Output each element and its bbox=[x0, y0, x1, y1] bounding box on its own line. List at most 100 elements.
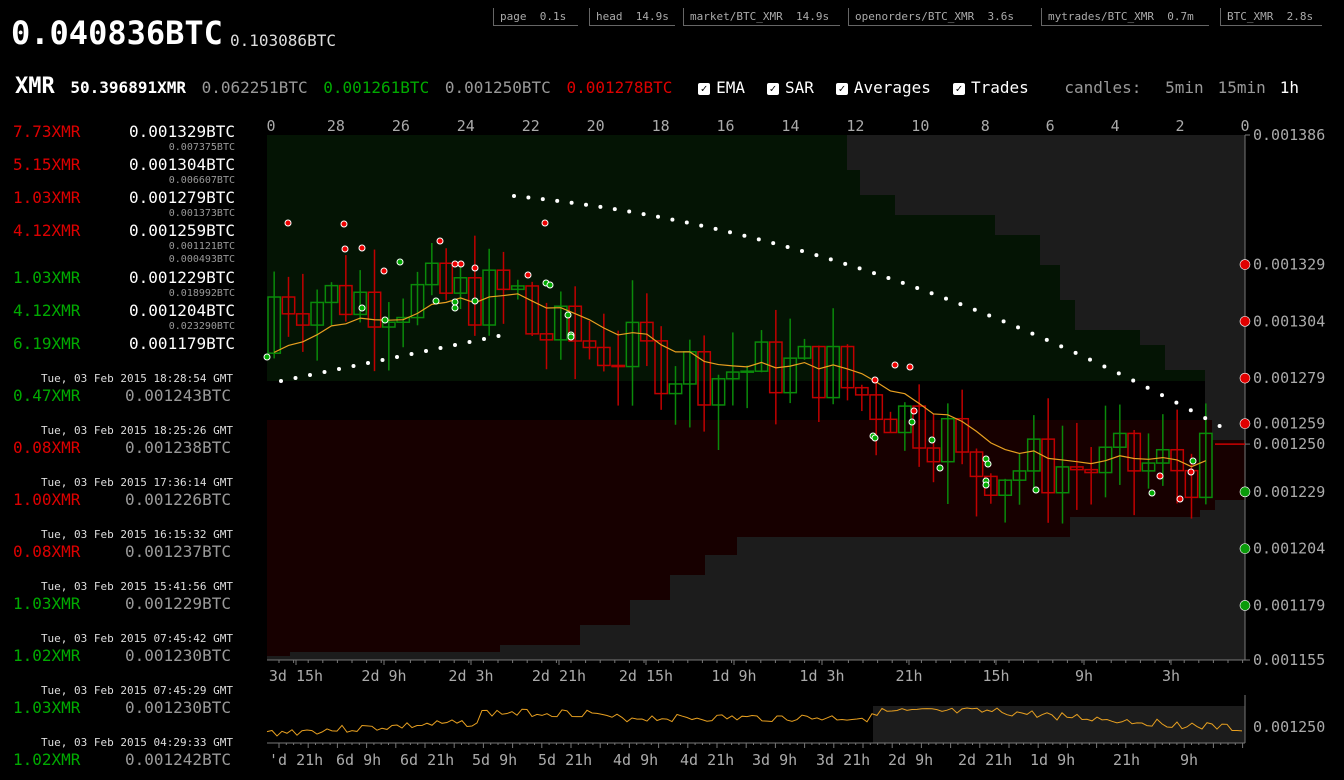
checkbox-icon: ✓ bbox=[698, 83, 711, 95]
price-axis-label: 0.001204 bbox=[1253, 540, 1325, 558]
bid-cumulative: 0.023290BTC bbox=[168, 321, 235, 332]
checkbox-icon: ✓ bbox=[766, 83, 779, 95]
trade-marker bbox=[451, 298, 459, 306]
trade-marker bbox=[982, 481, 990, 489]
price-axis-label: 0.001229 bbox=[1253, 483, 1325, 501]
trade-marker bbox=[381, 316, 389, 324]
depth-axis-label: 10 bbox=[911, 117, 929, 135]
trade-marker bbox=[436, 237, 444, 245]
time-axis-label: 2d 9h bbox=[361, 667, 406, 685]
bid-price: 0.001261BTC bbox=[323, 78, 430, 97]
trade-marker bbox=[358, 304, 366, 312]
candle-body bbox=[697, 351, 712, 406]
mini-time-label: 21h bbox=[1113, 751, 1140, 769]
time-axis-label: 15h bbox=[982, 667, 1009, 685]
candle-body bbox=[1170, 448, 1185, 472]
candle-body bbox=[439, 262, 454, 294]
bid-qty: 1.03XMR bbox=[13, 268, 81, 287]
trade-time: Tue, 03 Feb 2015 07:45:42 GMT bbox=[40, 632, 233, 645]
ask-cumulative: 0.006607BTC bbox=[168, 175, 235, 186]
trade-marker bbox=[340, 220, 348, 228]
sar-dot bbox=[915, 286, 920, 290]
candle-body bbox=[510, 285, 525, 291]
ask-cumulative: 0.001373BTC bbox=[168, 208, 235, 219]
depth-axis-label: 18 bbox=[652, 117, 670, 135]
sar-dot bbox=[279, 379, 283, 383]
candle-body bbox=[1184, 469, 1199, 499]
candle-body bbox=[367, 291, 382, 328]
candle-body bbox=[1084, 468, 1099, 474]
candle-body bbox=[582, 340, 597, 349]
candle-body bbox=[539, 333, 554, 341]
mid-price: 0.001250BTC bbox=[444, 78, 551, 97]
candle-body bbox=[682, 351, 697, 385]
candle-body bbox=[338, 284, 353, 316]
trade-marker bbox=[871, 376, 879, 384]
sar-dot bbox=[584, 202, 588, 207]
sar-dot bbox=[1145, 385, 1150, 390]
sar-dot bbox=[1188, 408, 1193, 413]
toggle-averages[interactable]: ✓ Averages bbox=[835, 78, 937, 97]
candle-body bbox=[1069, 466, 1084, 471]
candle-option-15min[interactable]: 15min bbox=[1217, 78, 1266, 97]
candle-body bbox=[768, 341, 783, 394]
price-axis-label: 0.001304 bbox=[1253, 312, 1325, 330]
sar-dot bbox=[944, 296, 948, 301]
candle-body bbox=[396, 316, 411, 323]
candle-body bbox=[811, 345, 826, 399]
toggle-trades[interactable]: ✓ Trades bbox=[952, 78, 1035, 97]
candle-body bbox=[467, 277, 482, 326]
toggle-sar[interactable]: ✓ SAR bbox=[766, 78, 820, 97]
mini-time-label: 3d 9h bbox=[752, 751, 797, 769]
candle-body bbox=[740, 370, 755, 373]
open-order-marker[interactable] bbox=[1239, 418, 1251, 429]
trade-marker bbox=[546, 281, 554, 289]
depth-axis-label: 20 bbox=[587, 117, 605, 135]
candle-option-1h[interactable]: 1h bbox=[1279, 78, 1300, 97]
candle-body bbox=[955, 417, 970, 453]
sar-dot bbox=[1016, 325, 1020, 330]
toggle-label: Trades bbox=[970, 78, 1029, 97]
toggle-ema[interactable]: ✓ EMA bbox=[698, 78, 751, 97]
toggle-label: EMA bbox=[716, 78, 745, 97]
sar-dot bbox=[496, 334, 501, 338]
open-order-marker[interactable] bbox=[1239, 372, 1251, 384]
open-order-marker[interactable] bbox=[1239, 316, 1251, 327]
candle-body bbox=[654, 340, 669, 395]
trade-qty: 0.08XMR bbox=[13, 542, 81, 561]
trade-marker bbox=[1176, 495, 1184, 503]
depth-axis-label: 16 bbox=[717, 117, 735, 135]
candle-options: 5min 15min 1h bbox=[1157, 78, 1305, 97]
bid-depth-area bbox=[267, 500, 1245, 660]
candle-body bbox=[940, 417, 955, 463]
mini-depth-area bbox=[873, 706, 1245, 743]
ask-qty: 1.03XMR bbox=[13, 188, 81, 207]
timing-5: BTC_XMR 2.8s bbox=[1220, 8, 1322, 26]
price-axis-label: 0.001386 bbox=[1253, 126, 1325, 144]
trade-marker bbox=[891, 361, 899, 369]
candle-body bbox=[1041, 438, 1056, 494]
depth-axis-label: 26 bbox=[392, 117, 410, 135]
trade-marker bbox=[567, 333, 575, 341]
sar-dot bbox=[1116, 371, 1121, 376]
open-order-marker[interactable] bbox=[1239, 600, 1251, 611]
open-order-marker[interactable] bbox=[1239, 259, 1251, 270]
depth-axis-label: 0 bbox=[1240, 117, 1249, 135]
trade-marker bbox=[451, 304, 459, 312]
open-order-marker[interactable] bbox=[1239, 486, 1251, 498]
sar-dot bbox=[641, 212, 646, 217]
mini-time-label: 5d 21h bbox=[538, 751, 592, 769]
candle-body bbox=[783, 357, 798, 394]
mini-time-label: 2d 9h bbox=[888, 751, 933, 769]
candle-body bbox=[998, 479, 1013, 497]
open-order-marker[interactable] bbox=[1239, 543, 1251, 554]
ask-price: 0.001259BTC bbox=[129, 221, 235, 240]
timing-1: head 14.9s bbox=[589, 8, 675, 26]
price-axis-label: 0.001250 bbox=[1253, 435, 1325, 453]
candle-body bbox=[883, 418, 898, 434]
candle-option-5min[interactable]: 5min bbox=[1165, 78, 1204, 97]
sar-dot bbox=[526, 195, 531, 200]
sar-dot bbox=[366, 361, 370, 365]
sar-dot bbox=[756, 237, 761, 242]
sar-dot bbox=[656, 214, 660, 219]
